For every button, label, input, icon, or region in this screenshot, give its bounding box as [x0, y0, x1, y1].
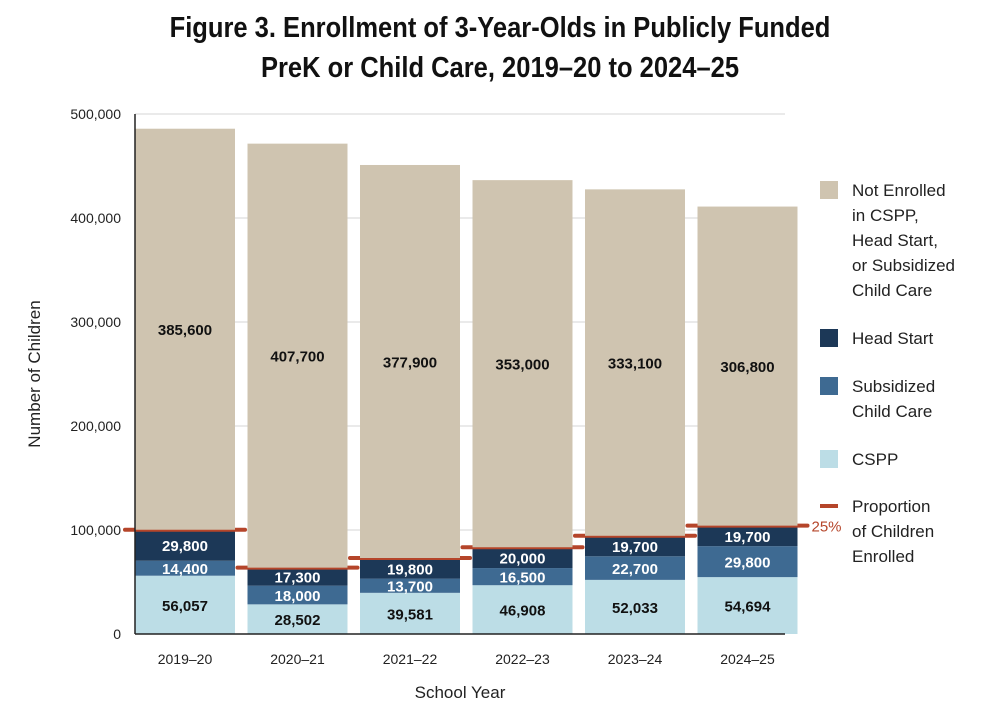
legend-label: Head Start,: [852, 231, 938, 250]
bar-segment: [472, 180, 573, 548]
y-tick-label: 400,000: [70, 210, 121, 226]
data-label: 333,100: [608, 356, 662, 373]
data-label: 19,700: [612, 539, 658, 556]
data-label: 39,581: [387, 606, 433, 623]
data-label: 28,502: [275, 612, 321, 629]
data-label: 29,800: [725, 555, 771, 572]
legend-label: Head Start: [852, 329, 934, 348]
bar-segment: [247, 604, 348, 634]
legend-label: or Subsidized: [852, 256, 955, 275]
data-label: 56,057: [162, 598, 208, 615]
data-label: 19,700: [725, 529, 771, 546]
bar-segment: [360, 592, 460, 634]
data-label: 407,700: [270, 349, 324, 366]
bar-segment: [697, 206, 798, 526]
bar-segment: [472, 585, 573, 634]
y-tick-label: 0: [113, 626, 121, 642]
chart-title-line2: PreK or Child Care, 2019–20 to 2024–25: [260, 52, 740, 84]
x-tick-label: 2019–20: [158, 651, 213, 667]
bar-segment: [247, 143, 348, 568]
y-tick-label: 200,000: [70, 418, 121, 434]
x-tick-label: 2021–22: [383, 651, 438, 667]
data-label: 19,800: [387, 561, 433, 578]
x-axis-title: School Year: [415, 683, 506, 702]
bar-segment: [135, 529, 235, 561]
y-tick-label: 300,000: [70, 314, 121, 330]
legend-label: Enrolled: [852, 547, 914, 566]
data-label: 17,300: [275, 570, 321, 587]
y-tick-label: 500,000: [70, 106, 121, 122]
data-label: 52,033: [612, 600, 658, 617]
legend-label: Proportion: [852, 497, 930, 516]
bar-segment: [585, 556, 685, 580]
legend-swatch: [820, 450, 838, 468]
legend-swatch: [820, 181, 838, 199]
bar-segment: [360, 557, 460, 579]
legend-label: Child Care: [852, 281, 932, 300]
legend-label: in CSPP,: [852, 206, 919, 225]
bar-segment: [247, 567, 348, 586]
legend-label: Subsidized: [852, 377, 935, 396]
bar-segment: [360, 164, 460, 558]
bar-segment: [360, 578, 460, 593]
bar-segment: [585, 189, 685, 536]
data-label: 377,900: [383, 354, 437, 371]
data-label: 14,400: [162, 561, 208, 578]
data-label: 385,600: [158, 322, 212, 339]
data-label: 16,500: [500, 570, 546, 587]
data-label: 306,800: [720, 359, 774, 376]
data-label: 54,694: [725, 599, 772, 616]
data-label: 46,908: [500, 603, 546, 620]
legend-label: Not Enrolled: [852, 181, 946, 200]
legend-swatch: [820, 377, 838, 395]
proportion-label: 25%: [812, 519, 842, 536]
legend-swatch: [820, 329, 838, 347]
data-label: 20,000: [500, 551, 546, 568]
y-tick-label: 100,000: [70, 522, 121, 538]
x-tick-label: 2022–23: [495, 651, 550, 667]
legend-label: Child Care: [852, 402, 932, 421]
bar-segment: [135, 560, 235, 576]
y-axis-title: Number of Children: [25, 300, 44, 447]
data-label: 29,800: [162, 538, 208, 555]
bar-segment: [585, 579, 685, 634]
x-tick-label: 2023–24: [608, 651, 663, 667]
bar-segment: [135, 128, 235, 530]
bar-segment: [697, 525, 798, 547]
bar-segment: [585, 535, 685, 557]
data-label: 353,000: [495, 357, 549, 374]
data-label: 13,700: [387, 579, 433, 596]
legend-label: CSPP: [852, 450, 898, 469]
bar-segment: [135, 575, 235, 634]
chart-title: Figure 3. Enrollment of 3-Year-Olds in P…: [60, 8, 940, 88]
chart-title-line1: Figure 3. Enrollment of 3-Year-Olds in P…: [169, 12, 831, 44]
data-label: 18,000: [275, 588, 321, 605]
legend-label: of Children: [852, 522, 934, 541]
x-tick-label: 2020–21: [270, 651, 325, 667]
x-tick-label: 2024–25: [720, 651, 775, 667]
bar-segment: [697, 577, 798, 634]
bar-segment: [697, 546, 798, 578]
bar-segment: [472, 568, 573, 586]
bar-segment: [247, 585, 348, 605]
data-label: 22,700: [612, 561, 658, 578]
bar-segment: [472, 547, 573, 569]
